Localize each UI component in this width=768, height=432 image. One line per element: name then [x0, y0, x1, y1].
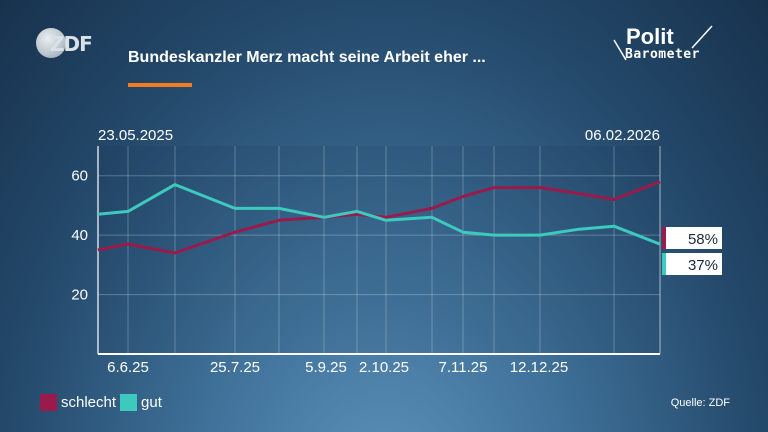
date-end: 06.02.2026 — [584, 127, 660, 144]
y-tick-label: 20 — [71, 287, 88, 304]
x-tick-label: 7.11.25 — [439, 359, 488, 376]
title-underline — [128, 83, 192, 87]
y-tick-label: 40 — [71, 227, 88, 244]
end-label-box-schlecht — [666, 227, 722, 249]
plot-area — [98, 146, 660, 354]
x-tick-label: 12.12.25 — [510, 359, 568, 376]
politbarometer-logo-lines — [613, 25, 713, 61]
legend-item-schlecht: schlecht — [40, 394, 116, 411]
legend-swatch-schlecht — [40, 394, 57, 411]
brand-line1: Polit — [626, 24, 674, 49]
zdf-logo-text: ZDF — [50, 32, 93, 56]
legend: schlecht gut — [40, 394, 166, 411]
x-tick-label: 25.7.25 — [210, 359, 260, 376]
x-tick-label: 6.6.25 — [107, 359, 149, 376]
end-label-marker-gut — [662, 253, 666, 275]
end-label-schlecht: 58% — [688, 231, 718, 248]
x-tick-label: 5.9.25 — [305, 359, 347, 376]
legend-item-gut: gut — [120, 394, 162, 411]
end-label-gut: 37% — [688, 257, 718, 274]
date-start: 23.05.2025 — [98, 127, 174, 144]
source-note: Quelle: ZDF — [670, 397, 730, 409]
y-tick-label: 60 — [71, 168, 88, 185]
zdf-logo: ZDF — [36, 28, 93, 58]
politbarometer-logo: Polit Barometer — [612, 24, 722, 74]
end-label-box-gut — [666, 253, 722, 275]
x-tick-label: 2.10.25 — [359, 359, 409, 376]
legend-label-schlecht: schlecht — [61, 394, 117, 411]
zdf-logo-circle — [36, 28, 66, 58]
chart-title: Bundeskanzler Merz macht seine Arbeit eh… — [128, 49, 486, 66]
brand-line2: Barometer — [625, 47, 700, 62]
legend-swatch-gut — [120, 394, 138, 411]
legend-label-gut: gut — [141, 394, 162, 411]
end-label-marker-schlecht — [662, 227, 666, 249]
